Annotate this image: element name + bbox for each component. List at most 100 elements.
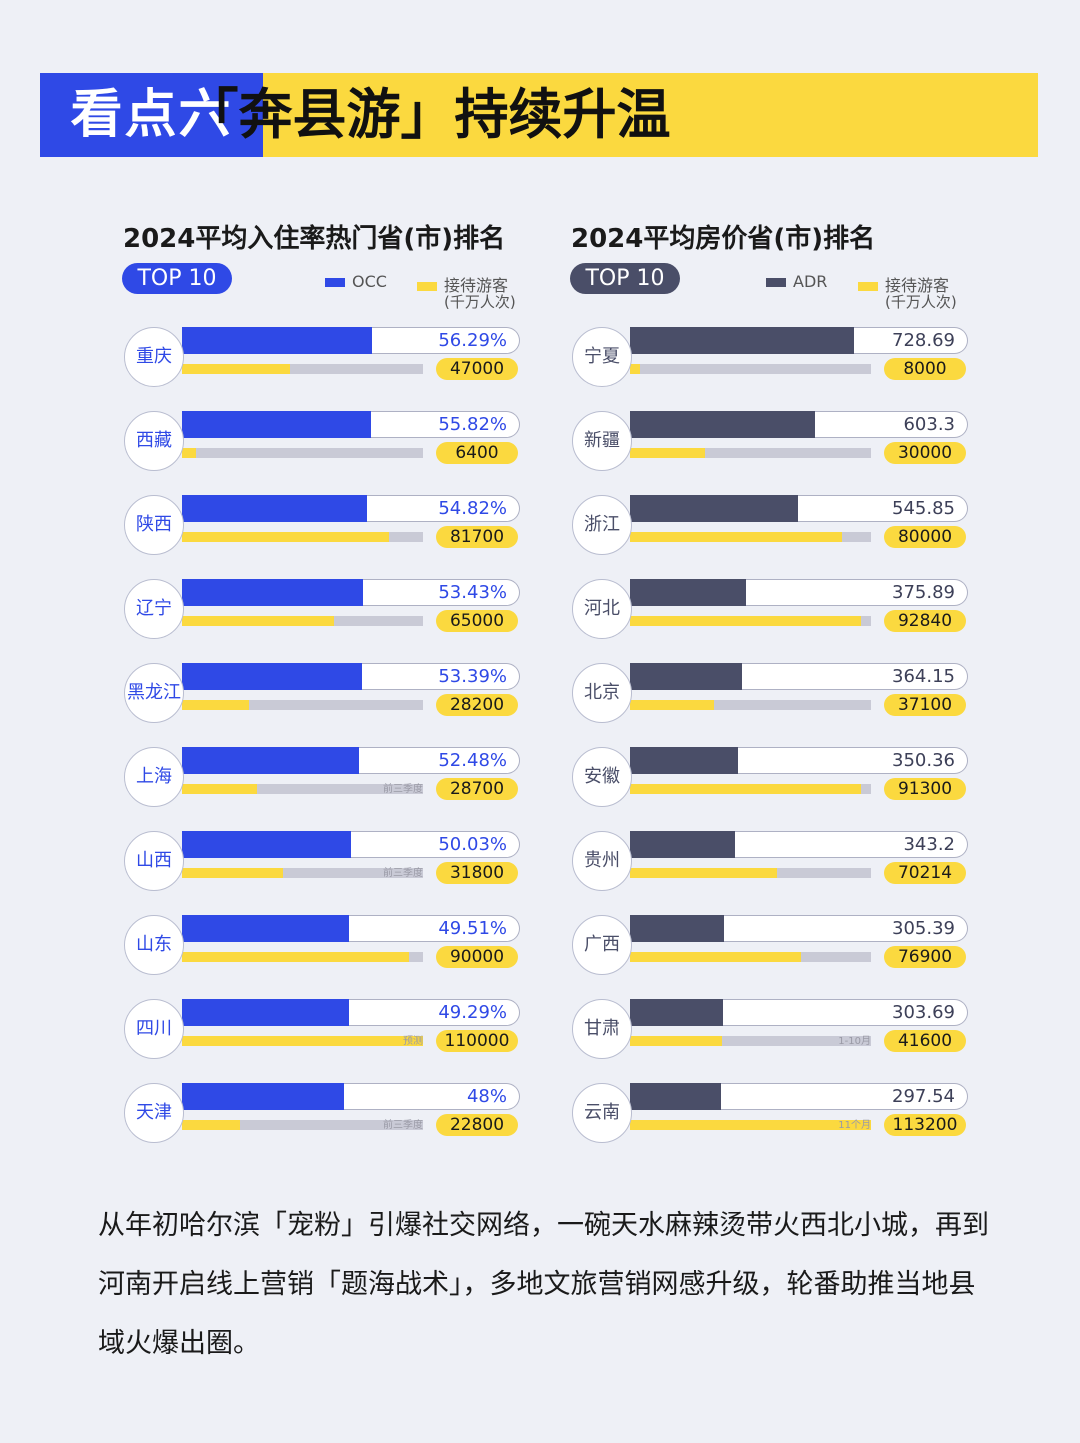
legend-swatch-visitors bbox=[858, 282, 878, 291]
legend-label-occ: OCC bbox=[352, 272, 387, 291]
top10-badge: TOP 10 bbox=[122, 263, 232, 294]
visitor-value-label: 90000 bbox=[436, 946, 518, 968]
primary-bar bbox=[630, 1083, 721, 1110]
visitor-value-label: 76900 bbox=[884, 946, 966, 968]
visitor-bar bbox=[630, 1120, 871, 1130]
chart-row: 728.69 8000 宁夏 bbox=[563, 327, 1013, 391]
legend-visitors: 接待游客 bbox=[858, 272, 949, 296]
chart-row: 545.85 80000 浙江 bbox=[563, 495, 1013, 559]
primary-value-label: 52.48% bbox=[438, 750, 507, 771]
legend-unit: (千万人次) bbox=[885, 293, 957, 311]
visitor-value-label: 37100 bbox=[884, 694, 966, 716]
period-note: 前三季度 bbox=[383, 1120, 423, 1131]
province-label: 西藏 bbox=[124, 411, 184, 471]
legend-swatch-occ bbox=[325, 278, 345, 287]
primary-bar bbox=[630, 327, 854, 354]
visitor-bar bbox=[182, 952, 409, 962]
visitor-bar bbox=[630, 784, 861, 794]
visitor-value-label: 31800 bbox=[436, 862, 518, 884]
primary-bar bbox=[630, 747, 738, 774]
province-label: 甘肃 bbox=[572, 999, 632, 1059]
primary-value-label: 350.36 bbox=[892, 750, 955, 771]
visitor-bar bbox=[182, 868, 283, 878]
visitor-bar bbox=[182, 448, 196, 458]
province-label: 黑龙江 bbox=[124, 663, 184, 723]
primary-bar bbox=[630, 999, 723, 1026]
period-note: 11个月 bbox=[838, 1120, 871, 1131]
province-label: 山东 bbox=[124, 915, 184, 975]
title-background bbox=[263, 73, 1038, 157]
visitor-bar bbox=[630, 868, 777, 878]
visitor-bar bbox=[630, 364, 640, 374]
visitor-value-label: 6400 bbox=[436, 442, 518, 464]
primary-bar bbox=[630, 915, 724, 942]
visitor-value-label: 28200 bbox=[436, 694, 518, 716]
chart-row: 375.89 92840 河北 bbox=[563, 579, 1013, 643]
visitor-bar bbox=[630, 1036, 722, 1046]
primary-value-label: 53.39% bbox=[438, 666, 507, 687]
primary-value-label: 343.2 bbox=[903, 834, 955, 855]
chart-row: 49.51% 90000 山东 bbox=[115, 915, 565, 979]
period-note: 预测 bbox=[403, 1036, 423, 1047]
chart-row: 56.29% 47000 重庆 bbox=[115, 327, 565, 391]
primary-value-label: 603.3 bbox=[903, 414, 955, 435]
visitor-bar-track bbox=[182, 700, 423, 710]
primary-value-label: 54.82% bbox=[438, 498, 507, 519]
province-label: 云南 bbox=[572, 1083, 632, 1143]
province-label: 辽宁 bbox=[124, 579, 184, 639]
chart-row: 364.15 37100 北京 bbox=[563, 663, 1013, 727]
visitor-value-label: 92840 bbox=[884, 610, 966, 632]
province-label: 北京 bbox=[572, 663, 632, 723]
visitor-value-label: 81700 bbox=[436, 526, 518, 548]
visitor-value-label: 41600 bbox=[884, 1030, 966, 1052]
period-note: 1-10月 bbox=[838, 1036, 871, 1047]
province-label: 安徽 bbox=[572, 747, 632, 807]
primary-value-label: 375.89 bbox=[892, 582, 955, 603]
primary-value-label: 49.51% bbox=[438, 918, 507, 939]
visitor-bar bbox=[630, 448, 705, 458]
occ-ranking-chart: 2024平均入住率热门省(市)排名 TOP 10 OCC 接待游客 (千万人次)… bbox=[115, 210, 565, 1150]
section-tag: 看点六 bbox=[70, 85, 233, 145]
legend-swatch-adr bbox=[766, 278, 786, 287]
section-tag-background bbox=[40, 73, 263, 157]
primary-bar bbox=[182, 999, 349, 1026]
visitor-bar bbox=[630, 952, 801, 962]
visitor-bar bbox=[182, 784, 257, 794]
legend-swatch-visitors bbox=[417, 282, 437, 291]
primary-value-label: 56.29% bbox=[438, 330, 507, 351]
legend-unit: (千万人次) bbox=[444, 293, 516, 311]
chart-row: 603.3 30000 新疆 bbox=[563, 411, 1013, 475]
primary-bar bbox=[182, 411, 371, 438]
province-label: 贵州 bbox=[572, 831, 632, 891]
chart-row: 350.36 91300 安徽 bbox=[563, 747, 1013, 811]
chart-row: 48% 前三季度 22800 天津 bbox=[115, 1083, 565, 1147]
chart-title: 2024平均入住率热门省(市)排名 bbox=[123, 224, 506, 254]
primary-bar bbox=[182, 327, 372, 354]
primary-bar bbox=[630, 663, 742, 690]
visitor-bar-track bbox=[182, 868, 423, 878]
primary-value-label: 55.82% bbox=[438, 414, 507, 435]
adr-ranking-chart: 2024平均房价省(市)排名 TOP 10 ADR 接待游客 (千万人次) 72… bbox=[563, 210, 1013, 1150]
legend-label-visitors: 接待游客 bbox=[885, 276, 950, 295]
chart-row: 53.39% 28200 黑龙江 bbox=[115, 663, 565, 727]
legend-occ: OCC bbox=[325, 272, 387, 291]
visitor-bar-track bbox=[630, 1036, 871, 1046]
chart-row: 53.43% 65000 辽宁 bbox=[115, 579, 565, 643]
province-label: 上海 bbox=[124, 747, 184, 807]
visitor-value-label: 113200 bbox=[884, 1114, 966, 1136]
visitor-bar bbox=[182, 700, 249, 710]
province-label: 重庆 bbox=[124, 327, 184, 387]
visitor-bar-track bbox=[182, 1120, 423, 1130]
period-note: 前三季度 bbox=[383, 868, 423, 879]
chart-row: 52.48% 前三季度 28700 上海 bbox=[115, 747, 565, 811]
primary-bar bbox=[630, 495, 798, 522]
chart-row: 54.82% 81700 陕西 bbox=[115, 495, 565, 559]
province-label: 山西 bbox=[124, 831, 184, 891]
primary-bar bbox=[182, 579, 363, 606]
visitor-bar bbox=[182, 1036, 423, 1046]
province-label: 四川 bbox=[124, 999, 184, 1059]
legend-visitors: 接待游客 bbox=[417, 272, 508, 296]
header-banner: 看点六 「奔县游」持续升温 bbox=[40, 73, 1038, 157]
legend-adr: ADR bbox=[766, 272, 827, 291]
primary-value-label: 305.39 bbox=[892, 918, 955, 939]
